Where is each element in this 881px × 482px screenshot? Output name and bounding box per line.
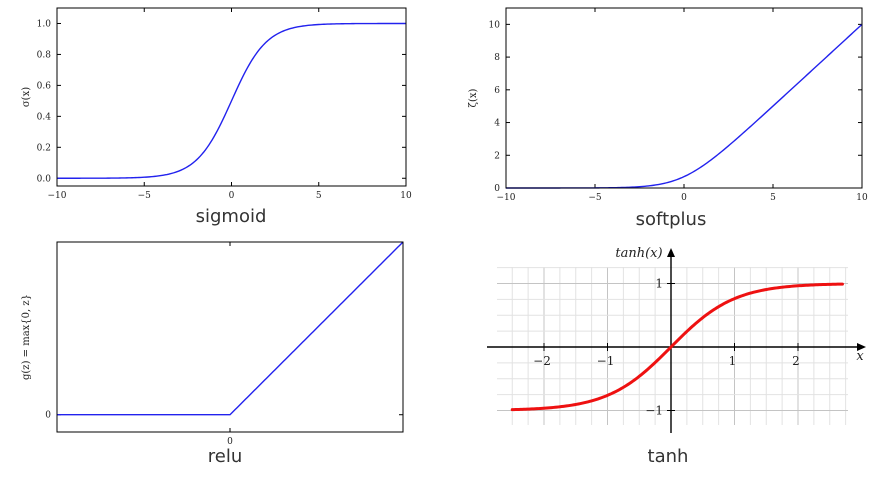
- y-tick-label: 0.4: [37, 112, 52, 122]
- x-tick-label: −5: [138, 191, 152, 201]
- chart-softplus: −10 −5 0 5 10 0 2 4 6 8 10 ζ(x) softplus: [468, 7, 868, 230]
- series-line-softplus: [506, 23, 863, 189]
- chart-caption: sigmoid: [196, 206, 267, 227]
- x-tick-label: 5: [316, 191, 322, 201]
- x-tick-label: −2: [533, 354, 551, 368]
- series-line-tanh: [510, 282, 844, 412]
- y-tick-label: 0.2: [37, 143, 51, 153]
- y-tick-label: 0: [494, 184, 500, 194]
- y-tick-label: 0.8: [37, 50, 52, 60]
- y-axis-label: g(z) = max{0, z}: [21, 294, 32, 380]
- y-tick-label: 1: [655, 277, 663, 291]
- chart-tanh: −2 −1 1 2 −1 1 tanh(x) x tanh: [487, 246, 866, 467]
- series-line-relu: [57, 241, 404, 416]
- y-tick-label: 0: [45, 411, 51, 421]
- x-tick-label: −1: [597, 354, 615, 368]
- y-tick-label: −1: [645, 404, 663, 418]
- x-tick-label: 5: [770, 193, 776, 203]
- chart-caption: relu: [208, 446, 243, 467]
- x-tick-label: 10: [856, 193, 868, 203]
- x-tick-label: 0: [227, 437, 233, 447]
- chart-caption: softplus: [636, 209, 707, 230]
- y-tick-label: 6: [494, 86, 500, 96]
- chart-sigmoid: −10 −5 0 5 10 0.0 0.2 0.4 0.6 0.8 1.0 σ(x) sigmoid: [21, 7, 412, 227]
- y-axis-label: tanh(x): [615, 246, 662, 261]
- x-axis-label: x: [856, 349, 864, 364]
- series-line-sigmoid: [57, 22, 406, 179]
- x-axis-arrow-icon: [857, 343, 866, 351]
- x-tick-label: 10: [400, 191, 412, 201]
- y-axis-arrow-icon: [667, 248, 675, 257]
- x-tick-label: −5: [588, 193, 602, 203]
- chart-relu: 0 0 g(z) = max{0, z} relu: [21, 241, 404, 467]
- x-tick-label: −10: [48, 191, 67, 201]
- y-tick-label: 4: [494, 119, 500, 129]
- y-tick-label: 10: [489, 20, 501, 30]
- y-tick-label: 8: [494, 53, 500, 63]
- y-tick-label: 1.0: [37, 19, 52, 29]
- x-tick-label: 0: [681, 193, 687, 203]
- x-tick-label: −10: [497, 193, 516, 203]
- y-axis-label: ζ(x): [468, 88, 479, 107]
- x-tick-label: 2: [792, 354, 800, 368]
- plot-frame: [56, 7, 407, 187]
- y-tick-label: 2: [494, 151, 500, 161]
- y-tick-label: 0.6: [37, 81, 52, 91]
- y-axis-label: σ(x): [21, 87, 32, 107]
- chart-caption: tanh: [648, 446, 689, 467]
- x-tick-label: 1: [729, 354, 737, 368]
- y-tick-label: 0.0: [37, 174, 52, 184]
- x-tick-label: 0: [229, 191, 235, 201]
- plot-frame: [56, 241, 404, 433]
- plot-frame: [505, 7, 863, 189]
